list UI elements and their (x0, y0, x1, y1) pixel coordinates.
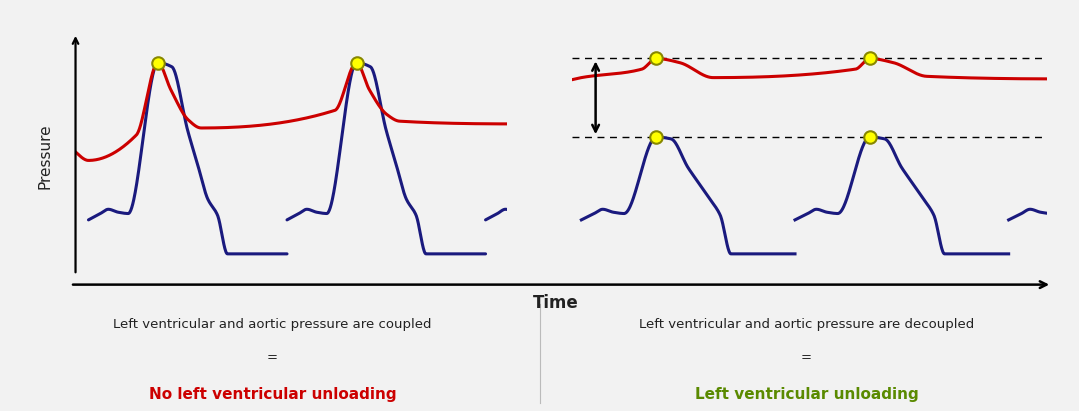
Text: Time: Time (533, 294, 578, 312)
Text: Left ventricular unloading: Left ventricular unloading (695, 387, 918, 402)
Text: Left ventricular and aortic pressure are decoupled: Left ventricular and aortic pressure are… (639, 318, 974, 331)
Text: Left ventricular and aortic pressure are coupled: Left ventricular and aortic pressure are… (113, 318, 432, 331)
Text: No left ventricular unloading: No left ventricular unloading (149, 387, 396, 402)
Text: Pressure: Pressure (38, 123, 53, 189)
Text: =: = (801, 351, 812, 364)
Text: =: = (267, 351, 278, 364)
